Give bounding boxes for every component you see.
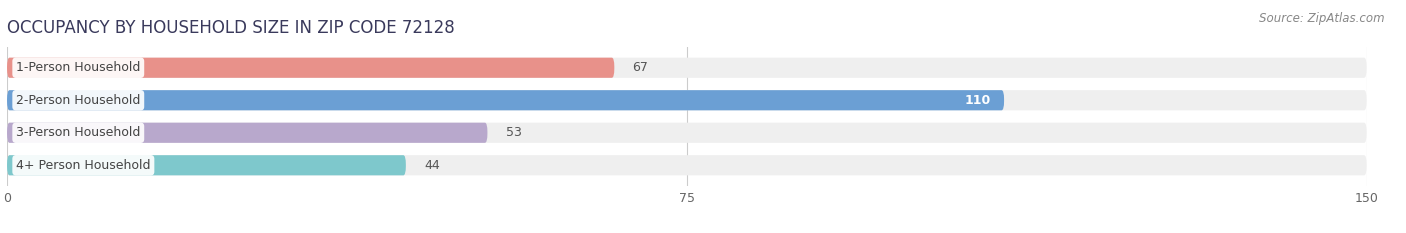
FancyBboxPatch shape bbox=[7, 123, 1367, 143]
FancyBboxPatch shape bbox=[7, 123, 488, 143]
Text: 53: 53 bbox=[506, 126, 522, 139]
FancyBboxPatch shape bbox=[7, 90, 1367, 110]
Text: 1-Person Household: 1-Person Household bbox=[15, 61, 141, 74]
Text: Source: ZipAtlas.com: Source: ZipAtlas.com bbox=[1260, 12, 1385, 25]
Text: 4+ Person Household: 4+ Person Household bbox=[15, 159, 150, 172]
FancyBboxPatch shape bbox=[7, 58, 1367, 78]
Text: 110: 110 bbox=[965, 94, 990, 107]
FancyBboxPatch shape bbox=[7, 58, 614, 78]
Text: OCCUPANCY BY HOUSEHOLD SIZE IN ZIP CODE 72128: OCCUPANCY BY HOUSEHOLD SIZE IN ZIP CODE … bbox=[7, 19, 454, 37]
FancyBboxPatch shape bbox=[7, 90, 1004, 110]
Text: 44: 44 bbox=[425, 159, 440, 172]
Text: 67: 67 bbox=[633, 61, 648, 74]
FancyBboxPatch shape bbox=[7, 155, 1367, 175]
Text: 2-Person Household: 2-Person Household bbox=[15, 94, 141, 107]
FancyBboxPatch shape bbox=[7, 155, 406, 175]
Text: 3-Person Household: 3-Person Household bbox=[15, 126, 141, 139]
